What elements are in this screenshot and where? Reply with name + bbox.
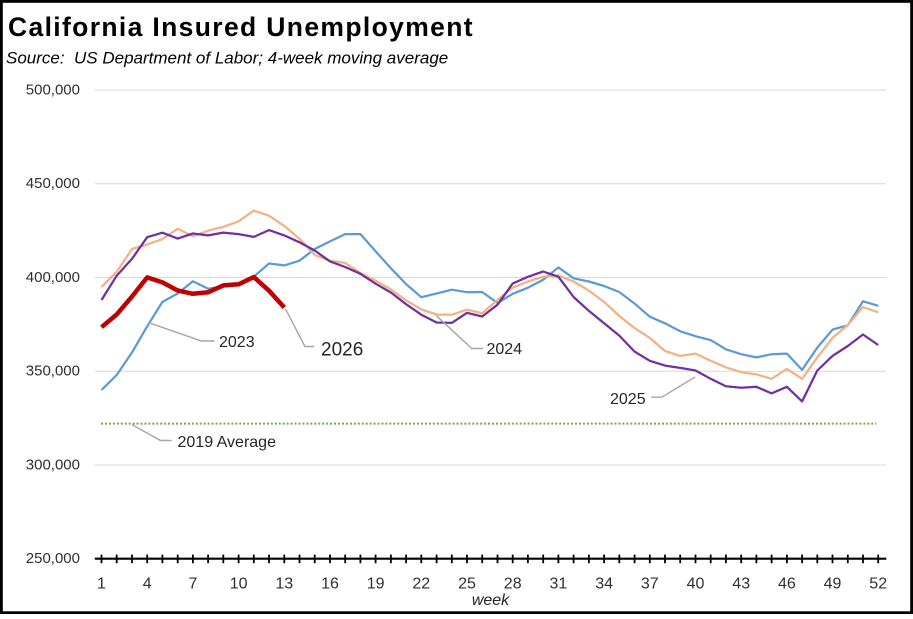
svg-text:2025: 2025: [610, 391, 646, 408]
svg-text:34: 34: [595, 576, 613, 593]
svg-text:350,000: 350,000: [26, 363, 80, 380]
svg-text:1: 1: [97, 576, 106, 593]
svg-text:16: 16: [321, 576, 339, 593]
svg-text:49: 49: [824, 576, 842, 593]
svg-text:40: 40: [687, 576, 705, 593]
svg-text:19: 19: [367, 576, 385, 593]
svg-text:California Insured Unemploymen: California Insured Unemployment: [8, 12, 474, 42]
svg-text:2026: 2026: [321, 340, 363, 361]
svg-text:10: 10: [230, 576, 248, 593]
svg-text:2023: 2023: [219, 334, 255, 351]
svg-text:25: 25: [458, 576, 476, 593]
svg-text:250,000: 250,000: [26, 550, 80, 567]
svg-text:52: 52: [869, 576, 887, 593]
svg-text:300,000: 300,000: [26, 456, 80, 473]
svg-text:450,000: 450,000: [26, 175, 80, 192]
svg-text:28: 28: [504, 576, 522, 593]
svg-text:31: 31: [550, 576, 568, 593]
svg-text:13: 13: [275, 576, 293, 593]
svg-text:2024: 2024: [487, 341, 523, 358]
svg-text:37: 37: [641, 576, 659, 593]
svg-text:46: 46: [778, 576, 796, 593]
svg-text:2019 Average: 2019 Average: [178, 434, 277, 451]
svg-text:400,000: 400,000: [26, 269, 80, 286]
svg-text:week: week: [472, 592, 510, 609]
svg-text:22: 22: [412, 576, 430, 593]
svg-text:43: 43: [732, 576, 750, 593]
svg-text:Source: US Department of Labo: Source: US Department of Labor; 4-week m…: [6, 49, 448, 68]
svg-text:500,000: 500,000: [26, 81, 80, 98]
svg-text:7: 7: [188, 576, 197, 593]
svg-text:4: 4: [143, 576, 152, 593]
